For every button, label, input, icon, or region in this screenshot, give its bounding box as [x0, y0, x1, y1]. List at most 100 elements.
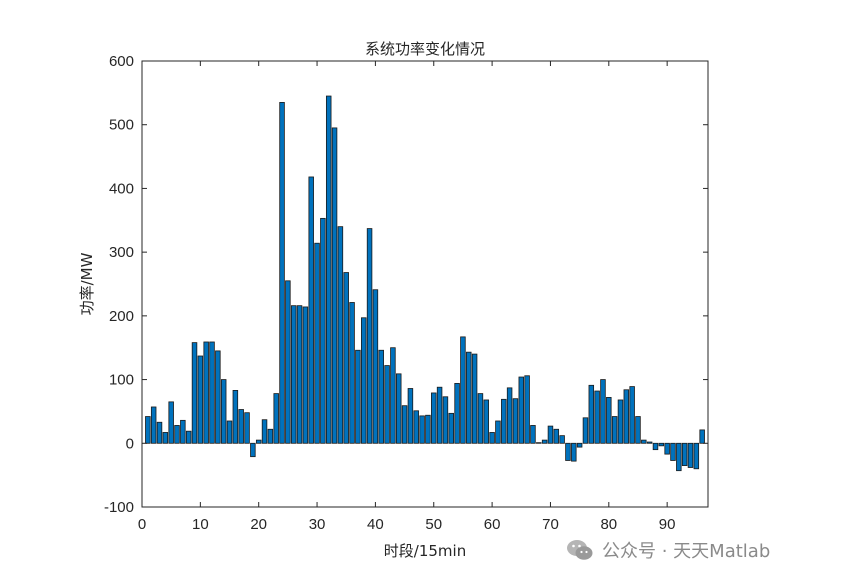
bar — [226, 420, 233, 444]
bar — [261, 419, 268, 444]
bar — [384, 365, 390, 444]
bar — [174, 425, 180, 444]
bar — [145, 416, 151, 444]
bar — [337, 226, 344, 444]
bar — [302, 306, 309, 444]
axes-box — [141, 60, 709, 508]
bar — [320, 217, 326, 444]
bar — [419, 415, 425, 444]
bar — [244, 412, 250, 444]
bar — [635, 416, 641, 444]
bar — [629, 386, 635, 444]
bar — [197, 355, 204, 444]
bar — [390, 347, 396, 444]
bar — [501, 398, 507, 444]
bar — [454, 382, 460, 444]
bar — [606, 397, 612, 444]
y-tick-label: 500 — [109, 117, 134, 134]
chart-title: 系统功率变化情况 — [365, 40, 485, 58]
bar — [331, 127, 338, 444]
bars-group — [145, 95, 705, 472]
bar — [185, 430, 192, 444]
bar — [670, 442, 676, 461]
bar — [162, 432, 169, 444]
bar — [547, 425, 554, 444]
x-tick-label: 20 — [250, 516, 267, 533]
bar — [571, 442, 577, 462]
y-tick-label: 600 — [109, 53, 134, 70]
x-tick-label: 90 — [659, 516, 676, 533]
bar — [611, 416, 618, 444]
x-ticks: 0 10 20 30 40 50 60 70 80 90 — [138, 61, 676, 533]
bar — [372, 289, 379, 444]
y-tick-label: 0 — [126, 435, 134, 452]
bar — [553, 428, 560, 444]
x-tick-label: 0 — [138, 516, 146, 533]
bar — [401, 405, 408, 444]
bar — [290, 305, 297, 444]
bar — [425, 414, 431, 444]
bar — [203, 341, 209, 444]
bar — [220, 379, 227, 444]
bar — [407, 388, 414, 444]
bar — [191, 342, 198, 444]
bar — [360, 317, 367, 444]
watermark: 公众号 · 天天Matlab — [566, 537, 770, 563]
x-tick-label: 80 — [600, 516, 617, 533]
bar — [279, 102, 285, 444]
bar — [273, 393, 279, 444]
bar — [150, 406, 157, 444]
bar — [250, 442, 256, 458]
bar — [536, 442, 542, 444]
bar — [460, 336, 466, 444]
bar — [576, 442, 583, 448]
bar — [506, 387, 513, 444]
bar — [343, 272, 349, 444]
y-tick-label: 200 — [109, 308, 134, 325]
bar — [518, 376, 525, 444]
bar — [471, 353, 478, 444]
bar — [267, 428, 274, 444]
bar — [617, 399, 624, 444]
bar — [442, 396, 449, 444]
bar — [693, 442, 700, 470]
bar — [641, 439, 647, 444]
bar — [652, 442, 659, 451]
bar — [664, 442, 670, 455]
bar — [378, 349, 384, 444]
bar — [396, 373, 402, 444]
bar — [325, 95, 332, 444]
bar — [255, 439, 262, 444]
y-tick-label: 100 — [109, 372, 134, 389]
y-tick-label: 400 — [109, 180, 134, 197]
bar — [541, 439, 548, 444]
bar — [495, 420, 501, 444]
bar — [477, 393, 484, 444]
bar — [489, 432, 495, 444]
x-tick-label: 70 — [542, 516, 559, 533]
bar — [238, 409, 244, 444]
bar — [308, 176, 314, 444]
bar — [168, 401, 174, 444]
y-tick-label: 300 — [109, 244, 134, 261]
y-axis-label: 功率/MW — [78, 252, 96, 315]
bar — [355, 349, 361, 444]
bar — [559, 435, 565, 444]
bar — [512, 398, 519, 444]
bar — [582, 417, 589, 444]
bar — [431, 392, 437, 444]
watermark-text: 公众号 · 天天Matlab — [602, 541, 771, 562]
bar — [699, 429, 705, 444]
bar — [676, 442, 682, 472]
bar — [565, 442, 571, 461]
bar — [483, 399, 490, 444]
bar — [296, 305, 303, 444]
bar — [156, 421, 163, 444]
x-tick-label: 60 — [484, 516, 501, 533]
bar — [646, 441, 653, 444]
y-tick-label: -100 — [104, 499, 134, 516]
wechat-icon — [567, 540, 593, 560]
x-tick-label: 30 — [309, 516, 326, 533]
bar — [413, 410, 419, 444]
